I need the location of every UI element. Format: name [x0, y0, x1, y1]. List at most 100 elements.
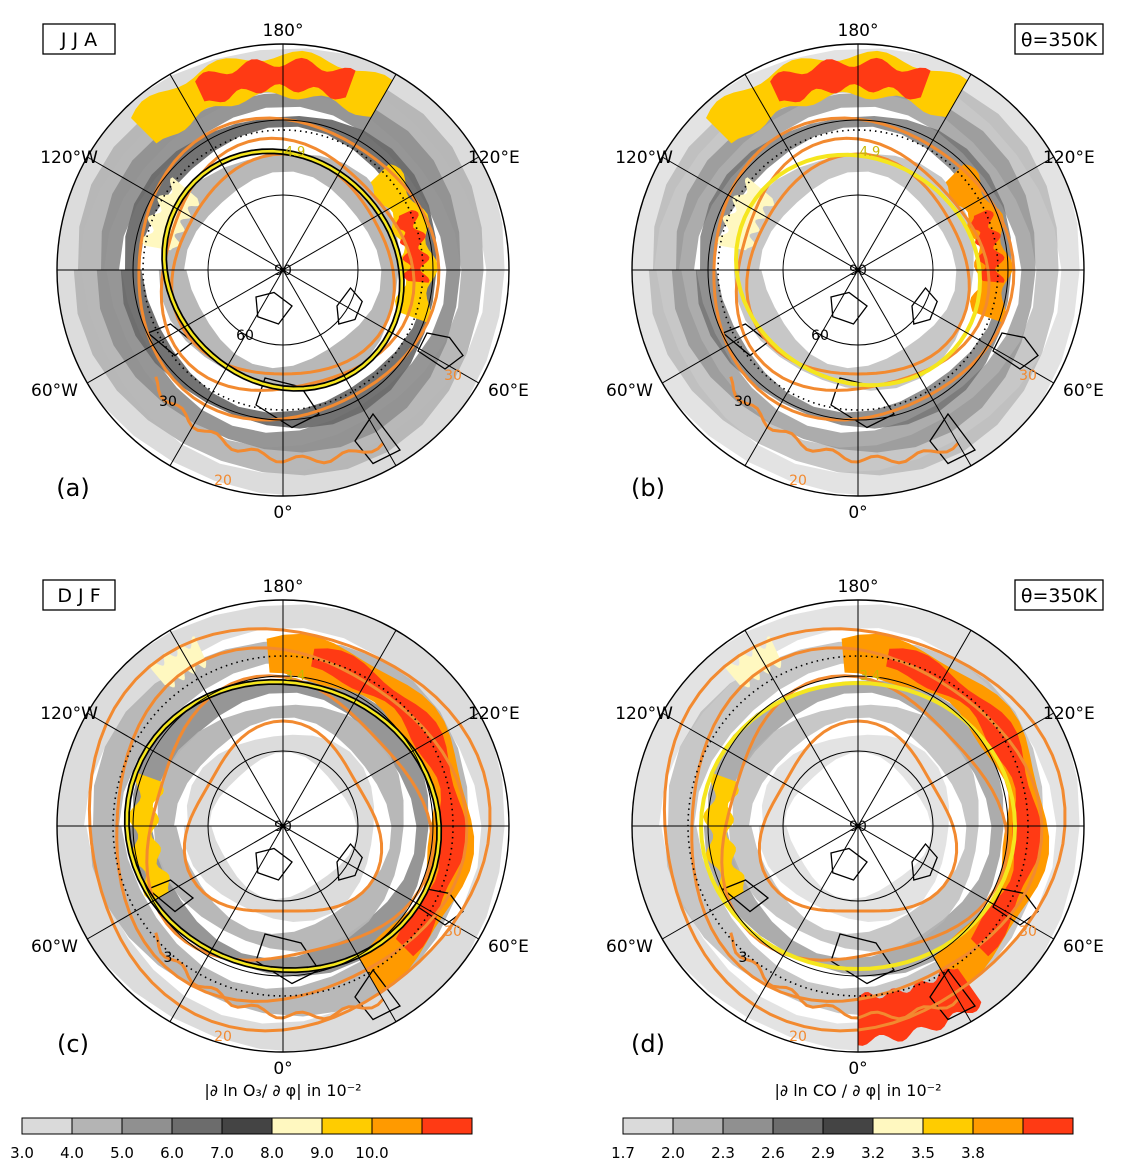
threshold-value-label: 3.4: [285, 669, 306, 684]
lon-label-right-lower: 60°E: [1063, 381, 1104, 401]
colorbar-co: |∂ ln CO / ∂ φ| in 10⁻² 1.7 2.0 2.3 2.6 2.9 3…: [611, 1081, 1074, 1162]
panels-root: 180° 0° 120°W 120°E 60°W 60°E 90 60 30 4.9 20 30 (a)…: [31, 21, 1104, 1079]
wind-label-20: 20: [789, 1029, 807, 1045]
coastline: [929, 968, 976, 1021]
colorbar-swatch: [371, 1117, 423, 1135]
map-boundary: [56, 599, 510, 1053]
lon-label-right-upper: 120°E: [1043, 704, 1095, 724]
warm-band: [770, 57, 931, 103]
coastline: [992, 332, 1039, 370]
coastline: [255, 933, 320, 985]
colorbar-swatch: [722, 1117, 774, 1135]
corner-label: θ=350K: [1021, 585, 1098, 607]
wind-contour-line: [729, 932, 960, 1021]
map-boundary: [631, 599, 1085, 1053]
gradient-field-d: [632, 600, 1084, 1052]
wind-label-30: 30: [444, 368, 462, 384]
gradient-field-a: [57, 44, 509, 496]
colorbar-o3-boxes: [21, 1117, 473, 1135]
lon-label-right-lower: 60°E: [1063, 937, 1104, 957]
colorbar-tick-label: 2.9: [811, 1144, 835, 1162]
wind-label-20: 20: [214, 1029, 232, 1045]
lat-label-30: 3: [164, 950, 173, 966]
colorbar-tick-label: 1.7: [611, 1144, 635, 1162]
meridian-line: [87, 712, 479, 940]
colorbar-tick-label: 2.3: [711, 1144, 735, 1162]
coastline: [992, 888, 1039, 926]
meridian-line: [87, 156, 479, 384]
lat-label-90: 90: [849, 263, 867, 279]
lat-label-90: 90: [274, 819, 292, 835]
coastline: [354, 412, 401, 465]
lon-label-top: 180°: [263, 577, 304, 597]
lat-label-30: 30: [734, 394, 752, 410]
colorbar-tick-label: 6.0: [160, 1144, 184, 1162]
colorbar-swatch: [822, 1117, 874, 1135]
coastline: [146, 879, 195, 913]
corner-label-box: [42, 23, 116, 55]
map-panel-a: 180° 0° 120°W 120°E 60°W 60°E 90 60 30 4.9 20 30 (a)…: [31, 21, 529, 523]
warm-band: [970, 210, 1005, 283]
lon-label-right-upper: 120°E: [468, 704, 520, 724]
colorbar-swatch: [121, 1117, 173, 1135]
lon-label-left-lower: 60°W: [606, 937, 653, 957]
wind-label-20: 20: [214, 473, 232, 489]
warm-band: [150, 636, 207, 688]
coastline: [354, 968, 401, 1021]
lon-label-top: 180°: [263, 21, 304, 41]
colorbar-tick-label: 3.2: [861, 1144, 885, 1162]
wind-label-30: 30: [444, 924, 462, 940]
map-boundary: [631, 43, 1085, 497]
colorbar-tick-label: 9.0: [310, 1144, 334, 1162]
colorbar-tick-label: 2.0: [661, 1144, 685, 1162]
lat-label-30: 30: [159, 394, 177, 410]
coastline: [417, 332, 464, 370]
colorbar-swatch: [1022, 1117, 1074, 1135]
corner-label: θ=350K: [1021, 29, 1098, 51]
colorbar-tick-label: 2.6: [761, 1144, 785, 1162]
lat-label-90: 90: [274, 263, 292, 279]
lon-label-bottom: 0°: [273, 1059, 292, 1079]
threshold-value-label: 3.4: [860, 669, 881, 684]
corner-label-box: [1014, 23, 1104, 55]
colorbar-swatch: [421, 1117, 473, 1135]
colorbar-co-title: |∂ ln CO / ∂ φ| in 10⁻²: [774, 1081, 941, 1100]
colorbar-swatch: [872, 1117, 924, 1135]
panel-label: (b): [631, 474, 665, 502]
wind-label-20: 20: [789, 473, 807, 489]
warm-band: [311, 648, 468, 957]
colorbar-tick-label: 3.0: [10, 1144, 34, 1162]
lon-label-left-upper: 120°W: [40, 704, 98, 724]
colorbar-tick-label: 8.0: [260, 1144, 284, 1162]
threshold-value-label: 4.9: [860, 145, 881, 160]
colorbar-co-boxes: [622, 1117, 1074, 1135]
coastline: [721, 879, 770, 913]
gray-band: [758, 734, 950, 922]
warm-band: [886, 648, 1043, 957]
colorbar-tick-label: 3.5: [911, 1144, 935, 1162]
lon-label-left-lower: 60°W: [31, 937, 78, 957]
map-boundary: [56, 43, 510, 497]
colorbar-swatch: [972, 1117, 1024, 1135]
wind-contour-line: [154, 932, 385, 1021]
lon-label-bottom: 0°: [848, 1059, 867, 1079]
map-panel-d: 180° 0° 120°W 120°E 60°W 60°E 90 3 3.4 20 30 (d) θ=3…: [606, 577, 1104, 1079]
colorbar-swatch: [922, 1117, 974, 1135]
lat-label-90: 90: [849, 819, 867, 835]
lon-label-top: 180°: [838, 21, 879, 41]
lon-label-right-lower: 60°E: [488, 937, 529, 957]
colorbar-swatch: [772, 1117, 824, 1135]
colorbar-swatch: [271, 1117, 323, 1135]
colorbar-tick-label: 4.0: [60, 1144, 84, 1162]
colorbar-o3: |∂ ln O₃/ ∂ φ| in 10⁻² 3.0 4.0 5.0 6.0 7.0 8.…: [10, 1081, 473, 1162]
wind-label-30: 30: [1019, 368, 1037, 384]
colorbar-o3-ticks: 3.0 4.0 5.0 6.0 7.0 8.0 9.0 10.0: [10, 1144, 389, 1162]
lon-label-left-lower: 60°W: [606, 381, 653, 401]
colorbar-swatch: [672, 1117, 724, 1135]
corner-label-box: [1014, 579, 1104, 611]
coastline: [830, 933, 895, 985]
corner-label: J J A: [60, 29, 97, 51]
colorbar-swatch: [622, 1117, 674, 1135]
lat-label-60: 60: [811, 328, 829, 344]
